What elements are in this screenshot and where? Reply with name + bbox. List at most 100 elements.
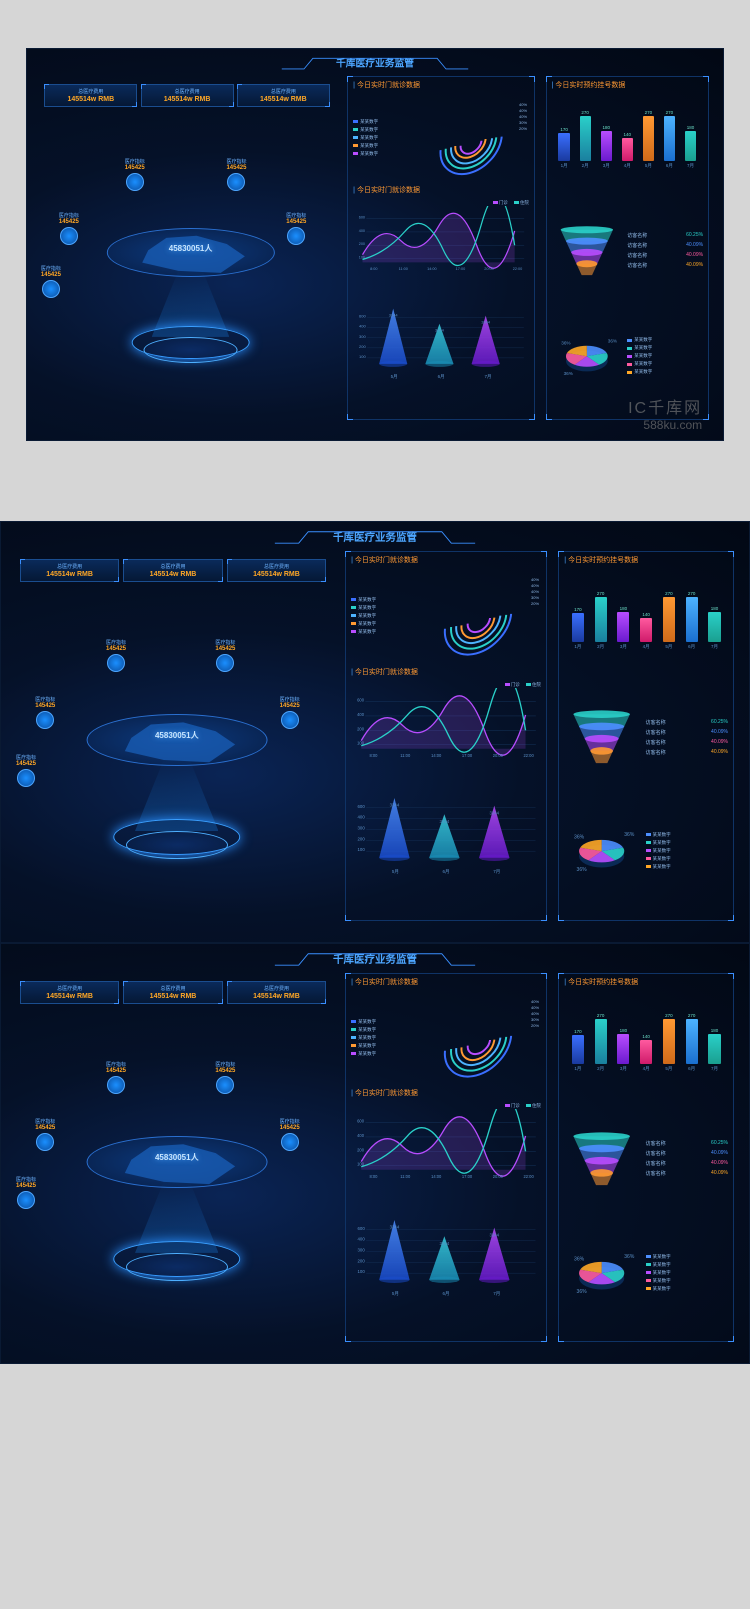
svg-text:14:00: 14:00 [431, 753, 442, 758]
section-title: |今日实时门就诊数据 [348, 77, 534, 93]
svg-text:22:00: 22:00 [513, 267, 523, 271]
funnel-chart: 访客名称60.25%访客名称40.09%访客名称40.09%访客名称40.09% [547, 196, 709, 305]
bar-item: 140 4月 [619, 132, 635, 169]
svg-text:600: 600 [357, 1119, 365, 1124]
user-icon [107, 1076, 125, 1094]
col-mid: |今日实时门就诊数据 某某数字某某数字某某数字某某数字某某数字 40%40%40… [345, 973, 547, 1342]
section-title: |今日实时门就诊数据 [346, 552, 546, 568]
metric-node: 医疗指标 145425 [106, 1061, 126, 1096]
wave-chart: 门诊 住院 600400200100 8:0011:0014:0017:0020… [346, 1101, 546, 1211]
metric-node: 医疗指标 145425 [125, 158, 145, 193]
bar-item: 180 3月 [615, 606, 632, 650]
user-icon [107, 654, 125, 672]
user-icon [126, 173, 144, 191]
svg-text:11:00: 11:00 [400, 1174, 411, 1179]
svg-text:3344: 3344 [389, 312, 399, 317]
user-icon [216, 1076, 234, 1094]
panel-slot: 千库医疗业务监管 总医疗费用 145514w RMB 总医疗费用 145514w… [0, 0, 750, 521]
svg-text:3344: 3344 [440, 819, 450, 824]
svg-text:36%: 36% [574, 1256, 585, 1262]
svg-text:100: 100 [358, 847, 366, 852]
dashboard: 千库医疗业务监管 总医疗费用 145514w RMB 总医疗费用 145514w… [26, 48, 724, 441]
svg-text:300: 300 [358, 1247, 366, 1252]
metric-node: 医疗指标 145425 [106, 639, 126, 674]
title-bar: 千库医疗业务监管 [263, 948, 487, 969]
section-title: |今日实时门就诊数据 [346, 664, 546, 680]
svg-text:3344: 3344 [490, 1232, 500, 1237]
bar-item: 180 7月 [682, 125, 698, 169]
section-title: |今日实时预约挂号数据 [559, 552, 733, 568]
title-bar: 千库医疗业务监管 [263, 526, 487, 547]
col-right: |今日实时预约挂号数据 170 1月 270 2月 180 3月 140 4月 … [558, 973, 734, 1342]
cost-label: 总医疗费用 [242, 88, 325, 95]
cost-box: 总医疗费用 145514w RMB [141, 84, 234, 107]
bar-chart: 170 1月 270 2月 180 3月 140 4月 270 5月 270 6… [559, 568, 733, 678]
svg-text:400: 400 [359, 323, 366, 328]
bar-item: 270 6月 [683, 1013, 700, 1072]
user-icon [36, 711, 54, 729]
svg-text:20:00: 20:00 [484, 267, 494, 271]
wave-chart: 门诊 住院 600400200100 8:0011:0014:0017:0020… [346, 680, 546, 790]
bar-chart: 170 1月 270 2月 180 3月 140 4月 270 5月 270 6… [559, 990, 733, 1100]
svg-text:36%: 36% [561, 341, 570, 346]
pie-chart: 36%36%36% 某某数字某某数字某某数字某某数字某某数字 [559, 796, 733, 906]
metric-node: 医疗指标 145425 [16, 754, 36, 789]
svg-text:11:00: 11:00 [400, 753, 411, 758]
cost-value: 145514w RMB [232, 571, 322, 578]
funnel-chart: 访客名称60.25%访客名称40.09%访客名称40.09%访客名称40.09% [559, 1100, 733, 1218]
svg-text:200: 200 [358, 1258, 366, 1263]
svg-text:600: 600 [359, 216, 365, 220]
svg-text:3344: 3344 [490, 810, 500, 815]
cost-label: 总医疗费用 [49, 88, 132, 95]
metric-node: 医疗指标 145425 [16, 1176, 36, 1211]
svg-text:36%: 36% [563, 371, 572, 376]
radial-chart: 某某数字某某数字某某数字某某数字某某数字 40%40%40%30%20% [346, 568, 546, 664]
bar-item: 170 1月 [556, 127, 572, 169]
radial-chart: 某某数字某某数字某某数字某某数字某某数字 40%40%40%30%20% [348, 93, 534, 182]
svg-text:400: 400 [359, 229, 365, 233]
cost-value: 145514w RMB [232, 993, 322, 1000]
cost-value: 145514w RMB [25, 993, 115, 1000]
svg-text:36%: 36% [607, 339, 616, 344]
bar-item: 180 7月 [706, 606, 723, 650]
bar-item: 270 5月 [660, 591, 677, 650]
radial-chart: 某某数字某某数字某某数字某某数字某某数字 40%40%40%30%20% [346, 990, 546, 1086]
metric-node: 医疗指标 145425 [215, 639, 235, 674]
svg-text:600: 600 [358, 804, 366, 809]
cone-chart: 600400300200100 3344 3344 3344 5月6月7月 [348, 301, 534, 417]
svg-text:36%: 36% [574, 834, 585, 840]
panel-slot: 千库医疗业务监管 总医疗费用 145514w RMB 总医疗费用 145514w… [0, 943, 750, 1365]
cost-label: 总医疗费用 [128, 563, 218, 570]
metric-node: 医疗指标 145425 [35, 1118, 55, 1153]
cost-label: 总医疗费用 [128, 985, 218, 992]
cost-box: 总医疗费用 145514w RMB [123, 981, 223, 1004]
svg-text:17:00: 17:00 [462, 753, 473, 758]
center-count: 45830051人 [155, 730, 199, 741]
dashboard: 千库医疗业务监管 总医疗费用 145514w RMB 总医疗费用 145514w… [0, 943, 750, 1365]
user-icon [36, 1133, 54, 1151]
svg-text:20:00: 20:00 [493, 753, 504, 758]
funnel-chart: 访客名称60.25%访客名称40.09%访客名称40.09%访客名称40.09% [559, 678, 733, 796]
cost-boxes: 总医疗费用 145514w RMB 总医疗费用 145514w RMB 总医疗费… [20, 981, 327, 1004]
title-bar: 千库医疗业务监管 [271, 53, 480, 73]
metric-node: 医疗指标 145425 [59, 212, 79, 247]
bar-item: 270 5月 [660, 1013, 677, 1072]
svg-text:3344: 3344 [481, 319, 491, 324]
bar-item: 140 4月 [637, 612, 654, 649]
bar-item: 180 7月 [706, 1028, 723, 1072]
cost-box: 总医疗费用 145514w RMB [227, 981, 327, 1004]
cost-box: 总医疗费用 145514w RMB [237, 84, 330, 107]
cost-value: 145514w RMB [128, 993, 218, 1000]
col-mid: |今日实时门就诊数据 某某数字某某数字某某数字某某数字某某数字 40%40%40… [345, 551, 547, 920]
svg-text:8:00: 8:00 [370, 753, 379, 758]
svg-text:36%: 36% [577, 867, 588, 873]
col-mid: |今日实时门就诊数据 某某数字某某数字某某数字某某数字某某数字 40%40%40… [347, 76, 535, 420]
pie-chart: 36%36%36% 某某数字某某数字某某数字某某数字某某数字 [547, 305, 709, 408]
bar-item: 270 6月 [661, 110, 677, 169]
bar-item: 140 4月 [637, 1034, 654, 1071]
bar-item: 170 1月 [569, 607, 586, 649]
cost-boxes: 总医疗费用 145514w RMB 总医疗费用 145514w RMB 总医疗费… [20, 559, 327, 582]
svg-text:8:00: 8:00 [370, 1174, 379, 1179]
svg-text:千库医疗业务监管: 千库医疗业务监管 [333, 530, 417, 543]
svg-text:千库医疗业务监管: 千库医疗业务监管 [336, 56, 414, 69]
